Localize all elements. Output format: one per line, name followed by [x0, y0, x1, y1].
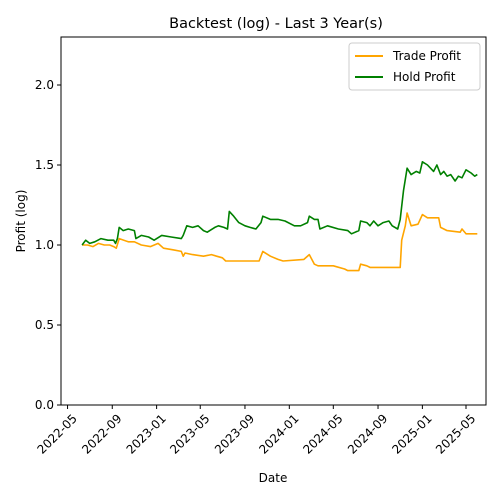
y-tick-label-1.5: 1.5 [35, 158, 54, 172]
legend-box [348, 42, 481, 91]
legend-label-trade-profit: Trade Profit [392, 49, 461, 63]
plot-frame [60, 36, 487, 406]
plot-area [60, 36, 487, 406]
chart-title: Backtest (log) - Last 3 Year(s) [169, 16, 383, 32]
series-lines [81, 161, 478, 272]
series-line-trade-profit [82, 212, 478, 272]
y-tick-label-2.0: 2.0 [35, 78, 54, 92]
x-axis-title: Date [259, 471, 288, 485]
y-tick-label-0.5: 0.5 [35, 318, 54, 332]
y-tick-label-1.0: 1.0 [35, 238, 54, 252]
y-axis: 0.0 0.5 1.0 1.5 2.0 [35, 78, 61, 412]
y-tick-label-0.0: 0.0 [35, 398, 54, 412]
series-line-hold-profit [81, 161, 478, 246]
legend-label-hold-profit: Hold Profit [393, 70, 456, 84]
legend: Trade Profit Hold Profit [348, 42, 481, 91]
y-axis-title: Profit (log) [14, 190, 28, 253]
